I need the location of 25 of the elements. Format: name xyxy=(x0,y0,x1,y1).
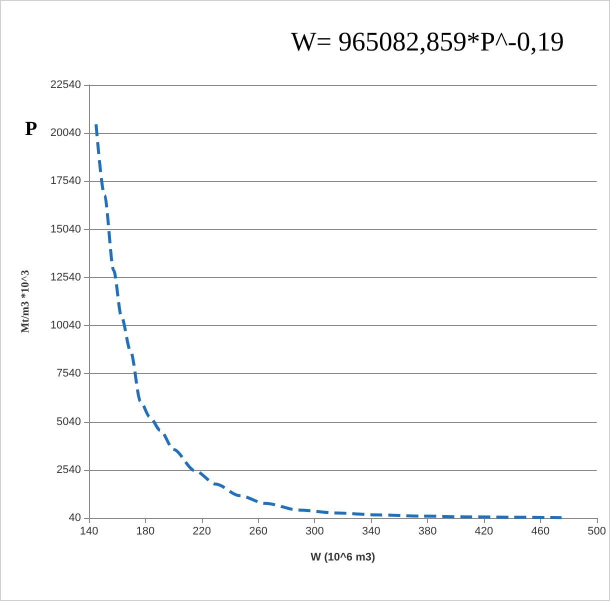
x-tick-label: 180 xyxy=(136,526,155,538)
x-tick-label: 340 xyxy=(362,526,380,538)
y-axis-title: Mt/m3 *10^3 xyxy=(20,270,32,333)
x-tick-label: 220 xyxy=(192,526,212,538)
text: P xyxy=(25,118,38,140)
x-tick-label: 140 xyxy=(80,526,98,538)
y-tick-label: 22540 xyxy=(50,79,81,91)
y-tick-label: 5040 xyxy=(56,416,81,428)
y-tick-label: 7540 xyxy=(56,368,81,380)
y-tick-label: 17540 xyxy=(50,175,81,188)
y-tick-label: 20040 xyxy=(50,127,81,140)
y-tick-label: 40 xyxy=(68,512,81,524)
x-axis-title: W (10^6 m3) xyxy=(310,552,376,564)
y-tick-label: 12540 xyxy=(50,271,81,284)
x-tick-label: 500 xyxy=(588,526,606,538)
x-tick-label: 300 xyxy=(306,526,324,538)
x-tick-label: 460 xyxy=(531,526,550,538)
y-tick-label: 2540 xyxy=(56,464,81,476)
y-tick-label: 15040 xyxy=(50,223,81,236)
x-tick-label: 380 xyxy=(418,526,437,538)
line-series xyxy=(94,122,564,520)
y-tick-label: 10040 xyxy=(50,320,81,332)
chart-title: W= 965082,859*P^-0,19 xyxy=(290,26,564,56)
x-tick-label: 260 xyxy=(249,526,268,538)
x-tick-label: 420 xyxy=(474,526,494,538)
